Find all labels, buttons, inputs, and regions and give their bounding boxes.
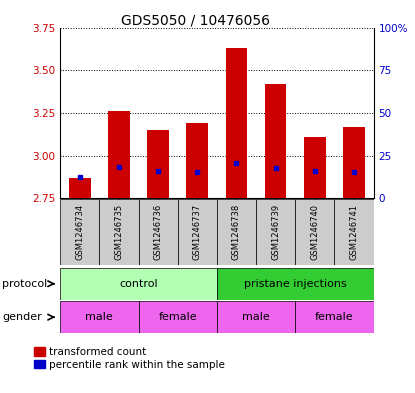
Bar	[343, 127, 365, 198]
Bar	[69, 178, 90, 198]
Legend: transformed count, percentile rank within the sample: transformed count, percentile rank withi…	[34, 347, 225, 370]
Bar	[186, 123, 208, 198]
Text: GSM1246735: GSM1246735	[115, 204, 123, 260]
FancyBboxPatch shape	[217, 301, 295, 333]
FancyBboxPatch shape	[99, 199, 139, 265]
FancyBboxPatch shape	[60, 301, 139, 333]
Text: GSM1246738: GSM1246738	[232, 204, 241, 261]
Text: protocol: protocol	[2, 279, 47, 289]
FancyBboxPatch shape	[60, 199, 99, 265]
FancyBboxPatch shape	[178, 199, 217, 265]
FancyBboxPatch shape	[217, 199, 256, 265]
Text: GSM1246739: GSM1246739	[271, 204, 280, 260]
FancyBboxPatch shape	[217, 268, 374, 300]
FancyBboxPatch shape	[295, 199, 334, 265]
Text: control: control	[119, 279, 158, 289]
Text: GSM1246740: GSM1246740	[310, 204, 319, 260]
FancyBboxPatch shape	[256, 199, 295, 265]
Bar	[304, 137, 325, 198]
Text: GDS5050 / 10476056: GDS5050 / 10476056	[120, 14, 270, 28]
FancyBboxPatch shape	[139, 301, 217, 333]
Bar	[147, 130, 169, 198]
Text: female: female	[315, 312, 354, 322]
Text: GSM1246741: GSM1246741	[349, 204, 359, 260]
Text: GSM1246736: GSM1246736	[154, 204, 163, 261]
Text: female: female	[159, 312, 197, 322]
Bar	[226, 48, 247, 198]
Text: pristane injections: pristane injections	[244, 279, 347, 289]
Bar	[265, 84, 286, 198]
Bar	[108, 111, 130, 198]
Text: GSM1246734: GSM1246734	[75, 204, 84, 260]
FancyBboxPatch shape	[295, 301, 374, 333]
FancyBboxPatch shape	[60, 268, 217, 300]
Text: gender: gender	[2, 312, 42, 322]
Text: GSM1246737: GSM1246737	[193, 204, 202, 261]
Text: male: male	[242, 312, 270, 322]
FancyBboxPatch shape	[334, 199, 374, 265]
FancyBboxPatch shape	[139, 199, 178, 265]
Text: male: male	[85, 312, 113, 322]
